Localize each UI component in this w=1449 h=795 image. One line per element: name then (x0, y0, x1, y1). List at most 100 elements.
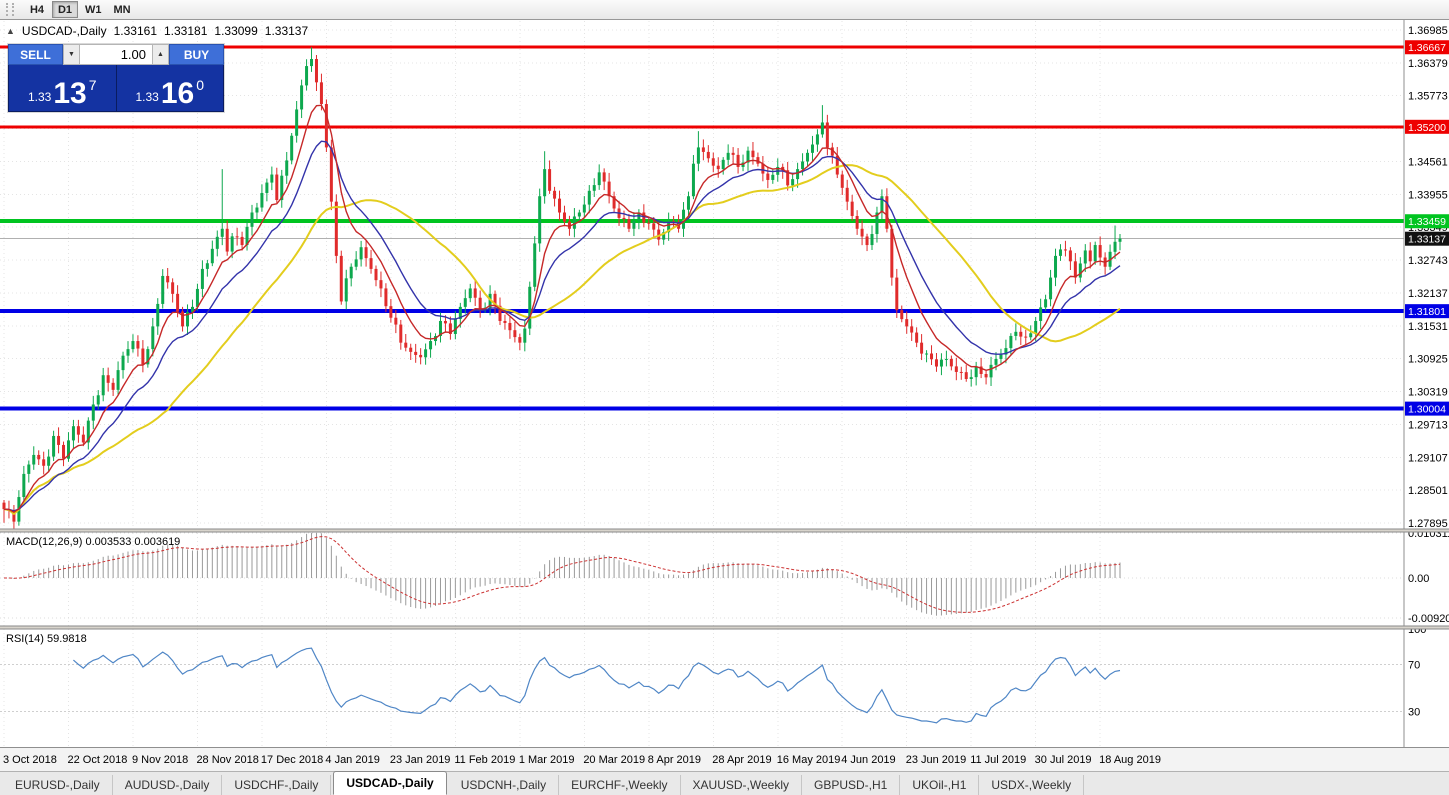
svg-text:1.32743: 1.32743 (1408, 255, 1448, 267)
svg-text:-0.009203: -0.009203 (1408, 613, 1449, 625)
ohlc-open: 1.33161 (113, 24, 157, 38)
candles-layer (2, 47, 1122, 530)
volume-decrease-button[interactable]: ▼ (63, 44, 80, 65)
date-label: 20 Mar 2019 (583, 754, 646, 766)
chart-tabs: EURUSD-,Daily AUDUSD-,Daily USDCHF-,Daily U… (0, 771, 1449, 795)
sell-price-prefix: 1.33 (27, 90, 52, 104)
ohlc-low: 1.33099 (214, 24, 258, 38)
svg-text:1.35773: 1.35773 (1408, 91, 1448, 103)
svg-text:1.30004: 1.30004 (1408, 404, 1446, 416)
date-label: 30 Jul 2019 (1034, 754, 1092, 766)
buy-button[interactable]: BUY (169, 44, 224, 65)
date-label: 4 Jun 2019 (841, 754, 896, 766)
date-label: 23 Jun 2019 (905, 754, 967, 766)
svg-text:1.28501: 1.28501 (1408, 485, 1448, 497)
chart-tab-usdx-weekly[interactable]: USDX-,Weekly (979, 775, 1085, 795)
svg-text:1.33137: 1.33137 (1408, 234, 1446, 246)
svg-text:1.29713: 1.29713 (1408, 419, 1448, 431)
level-price-label: 1.33137 (1405, 231, 1449, 246)
ohlc-high: 1.33181 (164, 24, 208, 38)
chart-tab-usdchf-daily[interactable]: USDCHF-,Daily (222, 775, 332, 795)
price-chart-svg: 1.369851.363791.357731.351671.345611.339… (0, 20, 1449, 747)
date-label: 4 Jan 2019 (325, 754, 380, 766)
rsi-value: 59.9818 (46, 633, 87, 645)
chart-tab-ukoil-h1[interactable]: UKOil-,H1 (900, 775, 980, 795)
svg-text:1.31801: 1.31801 (1408, 306, 1446, 318)
svg-text:1.30319: 1.30319 (1408, 387, 1448, 399)
sell-button[interactable]: SELL (8, 44, 63, 65)
level-price-label: 1.36667 (1405, 40, 1449, 55)
svg-text:70: 70 (1408, 659, 1420, 671)
caret-down-icon: ▼ (68, 51, 75, 58)
svg-text:1.31531: 1.31531 (1408, 321, 1448, 333)
svg-text:1.35200: 1.35200 (1408, 122, 1446, 134)
level-price-label: 1.33459 (1405, 214, 1449, 229)
svg-text:1.29107: 1.29107 (1408, 452, 1448, 464)
svg-text:1.33459: 1.33459 (1408, 216, 1446, 228)
ohlc-close: 1.33137 (264, 24, 309, 38)
timeframe-button-d1[interactable]: D1 (52, 1, 78, 18)
toolbar-grip[interactable] (6, 3, 14, 16)
date-label: 18 Aug 2019 (1099, 754, 1161, 766)
svg-text:0.00: 0.00 (1408, 573, 1429, 585)
svg-text:1.30925: 1.30925 (1408, 354, 1448, 366)
volume-input[interactable] (80, 44, 152, 65)
svg-text:1.34561: 1.34561 (1408, 156, 1448, 168)
level-price-label: 1.30004 (1405, 401, 1449, 416)
volume-increase-button[interactable]: ▲ (152, 44, 169, 65)
svg-text:1.33955: 1.33955 (1408, 189, 1448, 201)
date-label: 23 Jan 2019 (389, 754, 451, 766)
macd-values: 0.003533 0.003619 (85, 536, 181, 548)
date-label: 28 Nov 2018 (196, 754, 259, 766)
svg-text:1.36985: 1.36985 (1408, 25, 1448, 37)
level-price-label: 1.31801 (1405, 304, 1449, 319)
sell-price-pipette: 7 (88, 77, 97, 93)
rsi-label: RSI(14) 59.9818 (6, 633, 87, 645)
svg-text:1.27895: 1.27895 (1408, 518, 1448, 530)
buy-price-pipette: 0 (196, 77, 205, 93)
chart-area: 1.369851.363791.357731.351671.345611.339… (0, 20, 1449, 747)
date-label: 1 Mar 2019 (518, 754, 575, 766)
chart-tab-audusd-daily[interactable]: AUDUSD-,Daily (113, 775, 223, 795)
buy-price[interactable]: 1.33 16 0 (117, 65, 224, 111)
chart-tab-usdcnh-daily[interactable]: USDCNH-,Daily (449, 775, 560, 795)
date-label: 22 Oct 2018 (67, 754, 128, 766)
pane-splitter[interactable] (0, 529, 1449, 532)
rsi-pane (73, 647, 1121, 724)
timeframe-toolbar: H4 D1 W1 MN (0, 0, 1449, 20)
buy-price-prefix: 1.33 (135, 90, 159, 104)
trade-panel-collapse-icon[interactable]: ▲ (6, 26, 15, 36)
timeframe-button-w1[interactable]: W1 (80, 1, 107, 18)
chart-tab-usdcad-daily[interactable]: USDCAD-,Daily (333, 771, 447, 795)
svg-text:1.36379: 1.36379 (1408, 58, 1448, 70)
one-click-trading-panel: SELL ▼ ▲ BUY 1.33 13 7 1.33 (8, 44, 224, 112)
svg-text:1.32137: 1.32137 (1408, 288, 1448, 300)
chart-tab-eurusd-daily[interactable]: EURUSD-,Daily (3, 775, 113, 795)
macd-pane (4, 533, 1121, 616)
chart-tab-eurchf-weekly[interactable]: EURCHF-,Weekly (559, 775, 681, 795)
date-label: 9 Nov 2018 (131, 754, 189, 766)
chart-ohlc-header: ▲ USDCAD-,Daily 1.33161 1.33181 1.33099 … (6, 24, 308, 38)
macd-label: MACD(12,26,9) 0.003533 0.003619 (6, 536, 181, 548)
level-price-label: 1.35200 (1405, 119, 1449, 134)
sell-price[interactable]: 1.33 13 7 (9, 65, 116, 111)
chart-tab-gbpusd-h1[interactable]: GBPUSD-,H1 (802, 775, 901, 795)
buy-price-main: 16 (160, 77, 195, 110)
date-axis: 3 Oct 2018 22 Oct 2018 9 Nov 2018 28 Nov 20… (0, 747, 1449, 771)
date-label: 11 Jul 2019 (970, 754, 1027, 766)
sell-price-main: 13 (53, 77, 87, 110)
timeframe-button-h4[interactable]: H4 (24, 1, 50, 18)
chart-tab-xauusd-weekly[interactable]: XAUUSD-,Weekly (681, 775, 802, 795)
caret-up-icon: ▲ (157, 51, 164, 58)
date-label: 3 Oct 2018 (3, 754, 57, 766)
date-label: 28 Apr 2019 (712, 754, 772, 766)
pane-splitter[interactable] (0, 626, 1449, 629)
date-label: 16 May 2019 (776, 754, 841, 766)
moving-averages-layer (3, 104, 1121, 516)
date-label: 11 Feb 2019 (454, 754, 516, 766)
price-separator (115, 65, 117, 111)
support-resistance-lines[interactable] (0, 45, 1404, 411)
timeframe-button-mn[interactable]: MN (109, 1, 136, 18)
chart-symbol-label: USDCAD-,Daily (21, 24, 107, 38)
